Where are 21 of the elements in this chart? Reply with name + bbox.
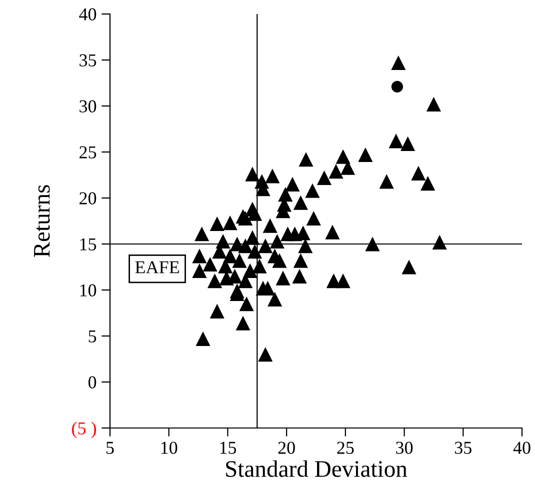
y-tick-label: 30 [80,100,96,112]
y-tick-label: 0 [88,376,96,388]
y-tick-label: 20 [80,192,96,204]
y-tick-label: 35 [80,54,96,66]
x-tick-label: 15 [220,442,236,454]
y-tick-label: 5 [88,330,96,342]
y-tick-label: (5 ) [72,422,96,438]
x-tick-label: 20 [278,442,295,454]
x-tick-label: 35 [454,442,472,454]
x-tick-label: 40 [513,442,530,454]
y-tick-label: 40 [79,8,96,20]
x-axis-title: Standard Deviation [226,460,408,477]
ref-line-label: EAFE [135,261,179,274]
y-tick-label: 15 [80,238,96,250]
y-tick-label: 25 [80,146,96,158]
x-tick-label: 30 [396,442,413,454]
x-tick-label: 25 [337,442,354,454]
x-tick-label: 10 [161,442,178,454]
x-tick-label: 5 [106,442,114,454]
y-axis-title: Returns [34,185,50,258]
y-tick-label: 10 [80,284,96,296]
